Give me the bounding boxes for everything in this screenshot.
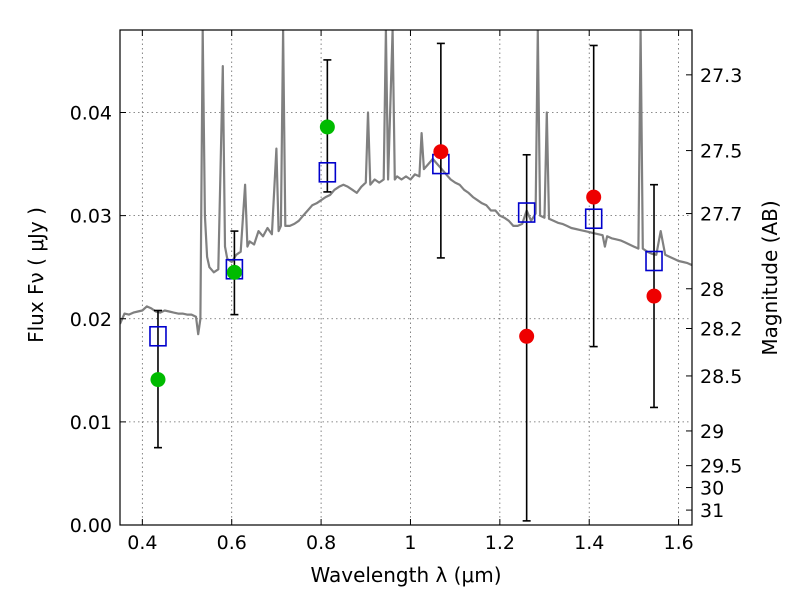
model-point-square [517,202,536,223]
magnitude-tick-label: 29.5 [700,456,742,478]
model-spectrum [120,30,692,336]
x-axis-label: Wavelength λ (μm) [310,563,501,587]
error-bars [153,42,659,522]
y-axis-ticks: 0.00 0.01 0.02 0.03 0.04 [70,103,126,537]
y-tick-label: 0.00 [70,515,112,537]
y-tick-label: 0.01 [70,412,112,434]
grid-lines [120,30,692,526]
observed-point [433,144,449,160]
plot-frame [119,29,693,526]
magnitude-tick-label: 31 [700,500,724,522]
magnitude-tick-label: 28 [700,279,724,301]
magnitude-tick-label: 27.5 [700,141,742,163]
magnitude-tick-label: 30 [700,478,724,500]
x-tick-label: 1 [404,532,416,554]
observed-point [150,372,166,388]
magnitude-tick-label: 27.7 [700,204,742,226]
y-axis-label: Flux Fν ( μJy ) [24,207,48,343]
x-tick-label: 0.6 [217,532,247,554]
model-points [149,153,663,347]
magnitude-tick-label: 29 [700,421,724,443]
observed-point [319,119,335,135]
x-tick-label: 1.2 [485,532,515,554]
model-spectrum-line [120,30,692,336]
y-tick-label: 0.04 [70,103,112,125]
magnitude-tick-label: 28.5 [700,366,742,388]
observed-point [586,189,602,205]
magnitude-tick-label: 27.3 [700,65,742,87]
x-tick-label: 1.4 [574,532,604,554]
model-point-square [149,325,167,347]
y-tick-label: 0.02 [70,309,112,331]
model-point-square [645,250,663,272]
magnitude-tick-label: 28.2 [700,318,742,340]
model-point-square [318,162,337,183]
observed-point [226,264,242,280]
y-tick-label: 0.03 [70,206,112,228]
x-tick-label: 1.6 [663,532,693,554]
x-tick-label: 0.4 [127,532,157,554]
observed-point [646,288,662,304]
observed-points [150,119,662,388]
model-point-square [584,208,603,230]
right-axis-label: Magnitude (AB) [758,200,782,355]
observed-point [519,328,535,344]
x-axis-ticks: 0.4 0.6 0.8 1 1.2 1.4 1.6 [127,30,694,554]
x-tick-label: 0.8 [306,532,336,554]
